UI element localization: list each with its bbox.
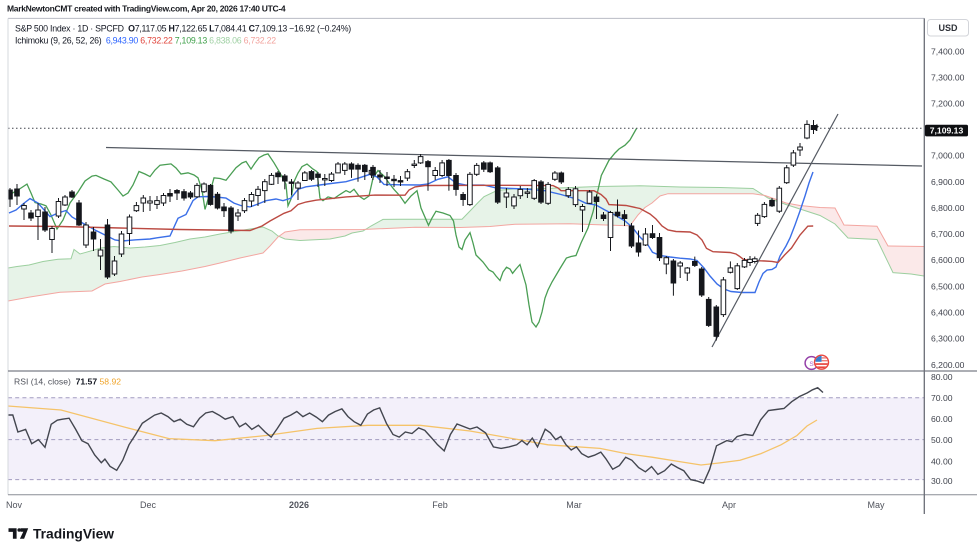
- svg-text:6,300.00: 6,300.00: [931, 334, 965, 344]
- svg-text:Apr: Apr: [722, 500, 736, 510]
- svg-text:Ichimoku (9, 26, 52, 26) 6,94: Ichimoku (9, 26, 52, 26) 6,943.90 6,732.…: [15, 36, 276, 46]
- svg-text:50.00: 50.00: [931, 435, 953, 445]
- svg-text:70.00: 70.00: [931, 393, 953, 403]
- svg-text:7,200.00: 7,200.00: [931, 99, 965, 109]
- svg-text:80.00: 80.00: [931, 372, 953, 382]
- svg-text:RSI (14, close) 71.57 58.92: RSI (14, close) 71.57 58.92: [14, 377, 121, 387]
- svg-text:6,500.00: 6,500.00: [931, 281, 965, 291]
- svg-text:6,400.00: 6,400.00: [931, 307, 965, 317]
- svg-text:S&P 500 Index · 1D · SPCFD O7: S&P 500 Index · 1D · SPCFD O7,117.05 H7,…: [15, 24, 351, 34]
- svg-text:6,600.00: 6,600.00: [931, 255, 965, 265]
- svg-text:6,800.00: 6,800.00: [931, 203, 965, 213]
- svg-text:MarkNewtonCMT created with Tra: MarkNewtonCMT created with TradingView.c…: [7, 4, 286, 14]
- svg-text:40.00: 40.00: [931, 457, 953, 467]
- svg-text:30.00: 30.00: [931, 476, 953, 486]
- svg-text:Nov: Nov: [6, 500, 23, 510]
- svg-text:2026: 2026: [289, 500, 309, 510]
- svg-text:7,400.00: 7,400.00: [931, 47, 965, 57]
- svg-text:6,700.00: 6,700.00: [931, 229, 965, 239]
- svg-text:USD: USD: [938, 23, 958, 33]
- svg-text:7,000.00: 7,000.00: [931, 151, 965, 161]
- svg-text:Mar: Mar: [566, 500, 582, 510]
- svg-text:May: May: [867, 500, 885, 510]
- svg-text:TradingView: TradingView: [33, 527, 114, 542]
- svg-text:Dec: Dec: [140, 500, 157, 510]
- svg-text:60.00: 60.00: [931, 414, 953, 424]
- svg-text:6,900.00: 6,900.00: [931, 177, 965, 187]
- svg-text:7,300.00: 7,300.00: [931, 73, 965, 83]
- svg-text:6,200.00: 6,200.00: [931, 360, 965, 370]
- svg-text:S: S: [809, 361, 814, 368]
- svg-text:7,109.13: 7,109.13: [930, 126, 964, 136]
- svg-text:Feb: Feb: [432, 500, 448, 510]
